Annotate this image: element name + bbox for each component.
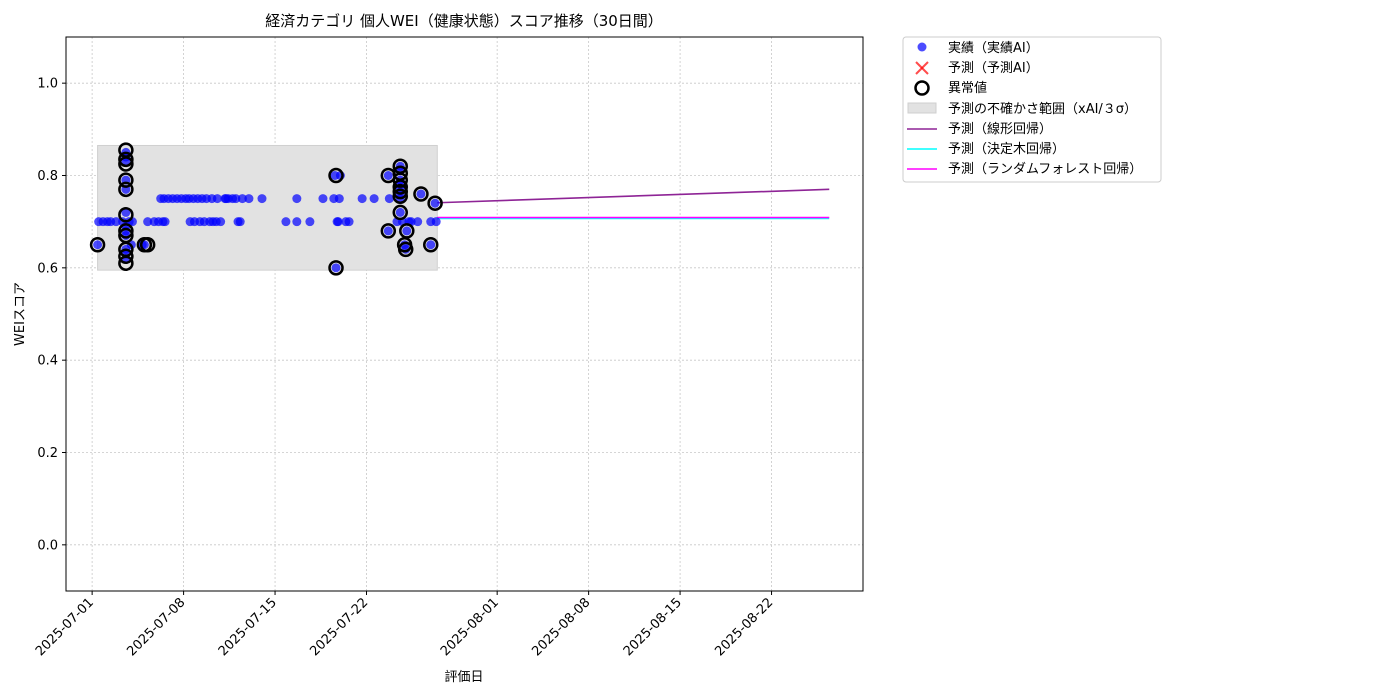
actual-point [257,194,267,204]
anomaly-marker [392,183,409,200]
actual-point [431,217,441,227]
anomaly-marker [392,204,409,221]
forecast-lines [437,188,830,220]
actual-point [384,194,394,204]
x-tick-label: 2025-08-08 [529,595,593,659]
chart-title: 経済カテゴリ 個人WEI（健康状態）スコア推移（30日間） [265,12,663,30]
actual-point [426,240,436,250]
y-tick-label: 0.8 [37,169,58,184]
actual-point [344,217,354,227]
anomaly-marker [392,188,409,205]
legend-anomaly-label: 異常値 [948,80,987,96]
y-axis-label: WEIスコア [13,282,28,346]
actual-point [292,217,302,227]
legend-forecast-label: 予測（予測AI） [948,61,1039,76]
anomaly-marker [118,255,134,271]
legend-tree-label: 予測（決定木回帰） [948,141,1065,157]
anomaly-marker [397,241,414,258]
legend-linear-label: 予測（線形回帰） [948,121,1052,137]
uncertainty-band [97,144,438,271]
anomaly-marker [118,156,134,172]
legend-forest-label: 予測（ランダムフォレスト回帰） [948,161,1142,177]
y-tick-label: 1.0 [37,77,58,92]
y-tick-label: 0.0 [37,538,58,553]
anomaly-marker [422,237,439,253]
y-axis-ticks: 0.0 0.2 0.4 0.6 0.8 1.0 [37,77,66,553]
y-tick-label: 0.2 [37,446,58,461]
legend-actual-marker [917,42,927,52]
actual-point [121,157,131,167]
anomaly-marker [427,195,443,211]
x-axis-ticks: 2025-07-01 2025-07-08 2025-07-15 2025-07-22… [33,591,776,659]
actual-point [413,217,423,227]
actual-point [357,194,367,204]
legend-band-swatch [907,102,937,114]
legend: 実績（実績AI） 予測（予測AI） 異常値 予測の不確かさ範囲（xAI/３σ） … [902,36,1162,183]
anomaly-marker [118,172,134,188]
x-tick-label: 2025-07-15 [216,595,280,659]
y-tick-label: 0.6 [37,261,58,276]
actual-point [369,194,379,204]
x-tick-label: 2025-07-22 [307,595,371,659]
actual-point [402,226,412,236]
plot-frame [65,36,864,592]
anomaly-markers [89,142,443,276]
anomaly-marker [380,223,397,239]
anomaly-marker [399,223,415,239]
actual-point [318,194,328,204]
actual-point [333,217,343,227]
anomaly-marker [118,151,134,168]
linear-forecast-line [437,188,830,204]
anomaly-marker [89,237,106,253]
anomaly-marker [118,223,134,239]
actual-point [231,194,241,204]
actual-point [235,217,245,227]
anomaly-marker [328,260,344,276]
actual-point [383,171,393,180]
actual-point [395,207,405,217]
anomaly-marker [118,206,134,223]
x-tick-label: 2025-08-15 [621,595,685,659]
anomaly-marker [139,237,156,253]
actual-point [383,226,393,236]
actual-point [121,207,131,217]
grid [66,37,863,591]
anomaly-marker [392,172,409,188]
actual-point [416,189,426,199]
anomaly-marker [118,181,134,198]
y-tick-label: 0.4 [37,354,58,369]
anomaly-marker [392,179,409,195]
actual-point [281,217,291,227]
legend-box [902,36,1162,183]
actual-point [143,217,153,227]
actual-point [212,194,222,204]
actual-point [244,194,254,204]
x-axis-label: 評価日 [444,670,483,685]
anomaly-marker [328,167,344,184]
actual-point [93,240,103,250]
actual-point [334,194,344,204]
legend-actual-label: 実績（実績AI） [948,40,1039,56]
actual-point [430,198,440,208]
x-tick-label: 2025-07-08 [124,595,188,659]
legend-anomaly-marker [914,80,930,96]
actual-point [305,217,315,227]
x-tick-label: 2025-08-01 [438,595,502,659]
anomaly-marker [118,248,134,265]
x-tick-label: 2025-08-22 [712,595,776,659]
anomaly-marker [413,186,429,202]
actual-point [216,217,226,227]
actual-point [292,194,302,204]
x-tick-label: 2025-07-01 [33,595,97,659]
actual-point [237,194,247,204]
actual-points [93,147,441,273]
legend-band-label: 予測の不確かさ範囲（xAI/３σ） [948,101,1137,117]
actual-point [331,263,341,273]
actual-point [111,217,121,227]
legend-forecast-marker [915,61,929,75]
actual-point [160,217,170,227]
